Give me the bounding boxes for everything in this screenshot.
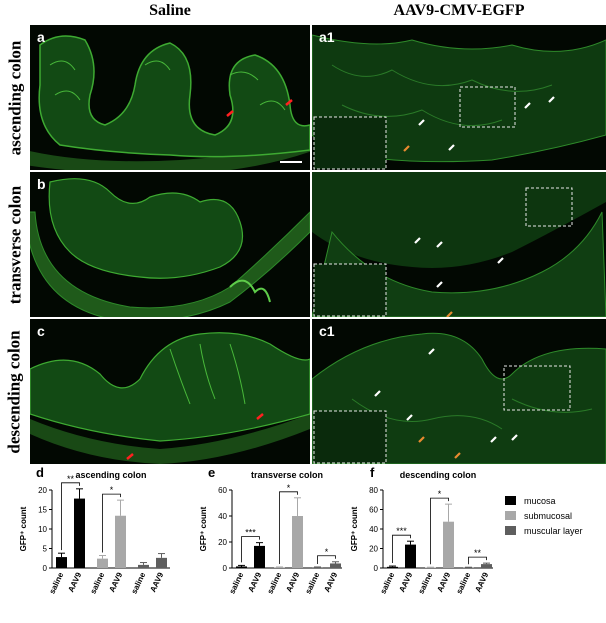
bar: [97, 559, 108, 568]
bar: [74, 499, 85, 568]
x-tick-label: saline: [379, 571, 397, 596]
panel-letter-b: b: [37, 176, 46, 192]
chart-legend: mucosa submucosal muscular layer: [505, 493, 583, 538]
x-tick-label: AAV9: [284, 571, 301, 594]
micrograph-saline-descending: c: [30, 319, 310, 464]
micrograph-aav9-transverse: [312, 172, 606, 317]
significance-label: ***: [396, 526, 407, 536]
x-tick-label: saline: [304, 571, 322, 596]
chart-descending: descending colon 0 20 40 60 80 GFP⁺ count salin…: [345, 462, 505, 618]
y-tick-label: 60: [218, 486, 227, 495]
bar: [254, 546, 265, 568]
bar: [138, 565, 149, 568]
significance-label: *: [287, 483, 291, 493]
significance-label: *: [325, 547, 329, 557]
bar: [156, 558, 167, 568]
bar: [115, 516, 126, 568]
x-tick-label: AAV9: [435, 571, 452, 594]
legend-swatch-mucosa: [505, 496, 516, 505]
x-tick-label: saline: [48, 571, 66, 596]
row-label-ascending: ascending colon: [0, 25, 30, 170]
bar: [292, 516, 303, 568]
micrograph-saline-ascending: a: [30, 25, 310, 170]
panel-letter-a1: a1: [319, 29, 335, 45]
y-tick-label: 60: [369, 506, 378, 515]
chart-title: descending colon: [400, 470, 477, 480]
y-tick-label: 20: [38, 486, 47, 495]
significance-label: **: [474, 548, 482, 558]
legend-item-submucosal: submucosal: [505, 508, 583, 523]
panel-letter-a: a: [37, 29, 45, 45]
bar: [481, 564, 492, 568]
y-tick-label: 40: [218, 512, 227, 521]
x-tick-label: AAV9: [148, 571, 165, 594]
row-label-descending: descending colon: [0, 319, 30, 464]
micrograph-aav9-ascending: a1: [312, 25, 606, 170]
x-tick-label: AAV9: [397, 571, 414, 594]
y-tick-label: 20: [218, 538, 227, 547]
legend-item-mucosa: mucosa: [505, 493, 583, 508]
y-tick-label: 0: [43, 564, 48, 573]
x-tick-label: saline: [130, 571, 148, 596]
significance-label: *: [110, 485, 114, 495]
y-axis-label: GFP⁺ count: [199, 506, 208, 551]
x-tick-label: saline: [417, 571, 435, 596]
legend-swatch-muscular: [505, 526, 516, 535]
x-tick-label: AAV9: [107, 571, 124, 594]
y-tick-label: 10: [38, 525, 47, 534]
y-tick-label: 15: [38, 506, 47, 515]
bar: [387, 567, 398, 568]
y-tick-label: 40: [369, 525, 378, 534]
column-header-aav9: AAV9-CMV-EGFP: [312, 2, 606, 20]
significance-label: **: [67, 474, 75, 484]
y-tick-label: 80: [369, 486, 378, 495]
bar: [405, 545, 416, 568]
column-header-saline: Saline: [30, 2, 310, 20]
bar: [236, 566, 247, 568]
y-tick-label: 20: [369, 545, 378, 554]
x-tick-label: AAV9: [473, 571, 490, 594]
legend-item-muscular: muscular layer: [505, 523, 583, 538]
y-axis-label: GFP⁺ count: [350, 506, 359, 551]
y-tick-label: 5: [43, 545, 48, 554]
significance-label: *: [438, 489, 442, 499]
x-tick-label: saline: [228, 571, 246, 596]
bar: [56, 557, 67, 568]
panel-letter-c: c: [37, 323, 45, 339]
chart-title: ascending colon: [75, 470, 146, 480]
x-tick-label: saline: [455, 571, 473, 596]
micrograph-saline-transverse: b: [30, 172, 310, 317]
x-tick-label: AAV9: [246, 571, 263, 594]
bar: [443, 522, 454, 568]
legend-swatch-submucosal: [505, 511, 516, 520]
x-tick-label: AAV9: [66, 571, 83, 594]
x-tick-label: AAV9: [322, 571, 339, 594]
chart-title: transverse colon: [251, 470, 323, 480]
y-tick-label: 0: [223, 564, 228, 573]
micrograph-aav9-descending: c1: [312, 319, 606, 464]
significance-label: ***: [245, 528, 256, 538]
significance-bracket: [318, 556, 336, 564]
x-tick-label: saline: [266, 571, 284, 596]
panel-letter-c1: c1: [319, 323, 335, 339]
x-tick-label: saline: [89, 571, 107, 596]
y-axis-label: GFP⁺ count: [19, 506, 28, 551]
y-tick-label: 0: [374, 564, 379, 573]
bar: [330, 563, 341, 568]
row-label-transverse: transverse colon: [0, 172, 30, 317]
